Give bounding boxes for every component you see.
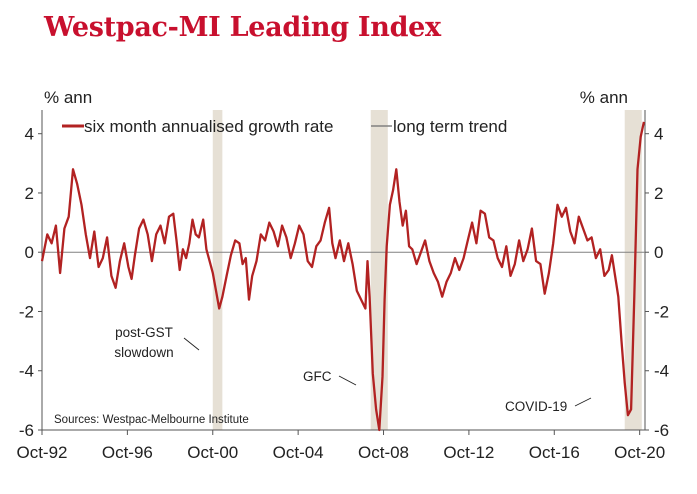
series-line-growth-rate <box>40 121 646 432</box>
annotation-leader <box>338 375 357 386</box>
y-axis-label-right: % ann <box>580 88 628 107</box>
y-tick-label: 2 <box>25 184 34 203</box>
x-tick-label: Oct-00 <box>187 443 238 462</box>
source-note: Sources: Westpac-Melbourne Institute <box>54 414 249 426</box>
legend: six month annualised growth rate long ter… <box>62 117 507 136</box>
x-tick-labels: Oct-92 Oct-96 Oct-00 Oct-04 Oct-08 Oct-12 Oct-… <box>16 443 665 462</box>
y-tick-label: 4 <box>654 125 663 144</box>
annotation-gfc: GFC <box>303 369 332 384</box>
y-axis-label-left: % ann <box>44 88 92 107</box>
shaded-periods <box>212 110 642 430</box>
legend-label-trend: long term trend <box>393 117 507 136</box>
x-tick-label: Oct-96 <box>102 443 153 462</box>
y-tick-label: -6 <box>19 421 34 440</box>
annotation-covid: COVID-19 <box>505 399 567 414</box>
x-tick-label: Oct-08 <box>358 443 409 462</box>
y-tick-label: -2 <box>654 302 669 321</box>
y-tick-label: -6 <box>654 421 669 440</box>
axis-ticks <box>38 133 649 435</box>
y-tick-label: 0 <box>25 243 34 262</box>
plot-frame <box>41 110 646 431</box>
y-tick-label: -2 <box>19 302 34 321</box>
legend-label-growth-rate: six month annualised growth rate <box>84 117 333 136</box>
y-tick-label: 4 <box>25 125 34 144</box>
annotation-slowdown: slowdown <box>114 345 173 360</box>
annotation-leader <box>574 397 592 407</box>
shaded-period <box>212 110 223 430</box>
annotations: post-GST slowdown GFC COVID-19 <box>114 325 592 414</box>
x-tick-label: Oct-04 <box>273 443 324 462</box>
annotation-post-gst: post-GST <box>115 325 173 340</box>
y-tick-label: -4 <box>19 362 34 381</box>
chart-title: Westpac-MI Leading Index <box>44 12 441 43</box>
y-tick-label: -4 <box>654 362 669 381</box>
x-tick-label: Oct-12 <box>443 443 494 462</box>
annotation-leader <box>183 337 200 351</box>
y-tick-labels-left: 4 2 0 -2 -4 -6 <box>19 125 34 440</box>
x-tick-label: Oct-92 <box>16 443 67 462</box>
x-tick-label: Oct-20 <box>614 443 665 462</box>
y-tick-label: 0 <box>654 243 663 262</box>
y-tick-labels-right: 4 2 0 -2 -4 -6 <box>654 125 669 440</box>
x-tick-label: Oct-16 <box>529 443 580 462</box>
y-tick-label: 2 <box>654 184 663 203</box>
